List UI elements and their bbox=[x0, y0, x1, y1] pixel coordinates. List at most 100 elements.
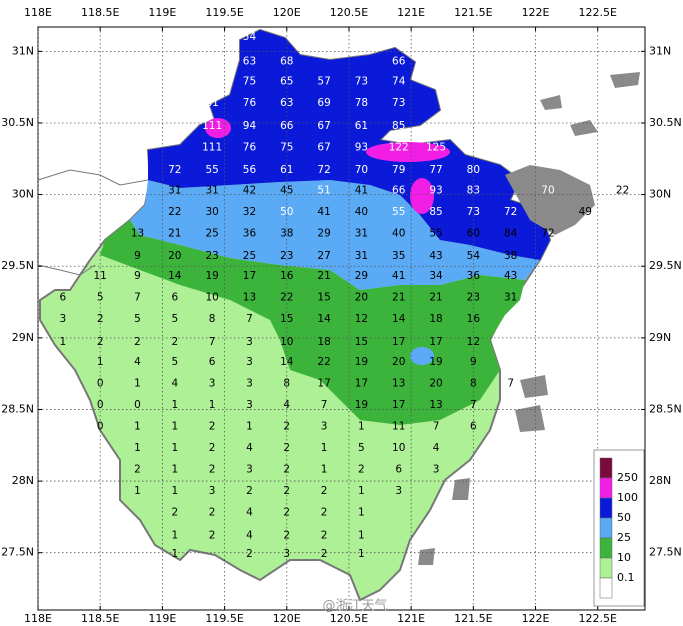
legend-label: 0.1 bbox=[617, 571, 635, 584]
station-value: 10 bbox=[280, 336, 293, 348]
station-value: 2 bbox=[321, 485, 328, 497]
x-tick-label: 122E bbox=[522, 6, 550, 19]
station-value: 20 bbox=[392, 356, 405, 368]
station-value: 66 bbox=[392, 55, 406, 67]
station-value: 68 bbox=[280, 55, 293, 67]
zone-50 bbox=[148, 30, 550, 260]
station-value: 5 bbox=[358, 442, 365, 454]
border-line bbox=[37, 264, 96, 276]
station-value: 23 bbox=[205, 250, 218, 262]
station-value: 65 bbox=[280, 75, 293, 87]
station-value: 7 bbox=[209, 336, 216, 348]
x-tick-label: 121.5E bbox=[454, 6, 492, 19]
station-value: 31 bbox=[355, 250, 368, 262]
station-value: 2 bbox=[283, 421, 290, 433]
station-value: 43 bbox=[429, 250, 442, 262]
station-value: 3 bbox=[395, 485, 402, 497]
station-value: 1 bbox=[321, 442, 328, 454]
station-value: 29 bbox=[317, 227, 330, 239]
station-value: 21 bbox=[429, 292, 442, 304]
station-value: 1 bbox=[134, 442, 141, 454]
station-value: 11 bbox=[94, 270, 107, 282]
island bbox=[570, 120, 598, 136]
station-value: 5 bbox=[171, 356, 178, 368]
station-value: 72 bbox=[168, 164, 181, 176]
station-value: 54 bbox=[467, 250, 481, 262]
station-value: 2 bbox=[321, 548, 328, 560]
station-value: 41 bbox=[317, 206, 330, 218]
station-value: 31 bbox=[504, 292, 517, 304]
station-value: 17 bbox=[429, 336, 442, 348]
island bbox=[452, 478, 470, 500]
station-value: 6 bbox=[470, 421, 477, 433]
station-value: 2 bbox=[321, 530, 328, 542]
station-value: 78 bbox=[355, 97, 368, 109]
station-value: 6 bbox=[171, 292, 178, 304]
station-value: 67 bbox=[317, 120, 330, 132]
station-value: 38 bbox=[504, 250, 517, 262]
legend-swatch bbox=[599, 477, 613, 499]
x-tick-label: 121.5E bbox=[454, 612, 492, 625]
y-tick-label: 30.5N bbox=[1, 116, 34, 129]
station-value: 125 bbox=[426, 141, 446, 153]
station-value: 4 bbox=[246, 507, 253, 519]
legend-swatch bbox=[599, 557, 613, 579]
station-value: 76 bbox=[243, 97, 257, 109]
legend: 250 100 50 25 10 0.1 bbox=[593, 449, 645, 607]
station-value: 2 bbox=[209, 530, 216, 542]
island bbox=[520, 375, 548, 398]
station-value: 3 bbox=[246, 464, 253, 476]
x-tick-label: 118E bbox=[24, 612, 52, 625]
station-value: 19 bbox=[205, 270, 218, 282]
station-value: 2 bbox=[246, 485, 253, 497]
station-value: 17 bbox=[392, 399, 405, 411]
station-value: 2 bbox=[283, 530, 290, 542]
station-value: 3 bbox=[283, 548, 290, 560]
station-value: 30 bbox=[205, 206, 218, 218]
x-tick-label: 122E bbox=[522, 612, 550, 625]
station-value: 4 bbox=[246, 530, 253, 542]
station-value: 22 bbox=[317, 356, 330, 368]
station-value: 7 bbox=[321, 399, 328, 411]
station-value: 1 bbox=[171, 442, 178, 454]
zone-10 bbox=[100, 220, 525, 425]
station-value: 40 bbox=[355, 206, 368, 218]
y-tick-label: 31N bbox=[649, 44, 671, 57]
station-value: 43 bbox=[504, 270, 517, 282]
station-value: 22 bbox=[168, 206, 181, 218]
station-value: 2 bbox=[283, 507, 290, 519]
station-value: 85 bbox=[429, 206, 442, 218]
station-value: 69 bbox=[317, 97, 330, 109]
x-tick-label: 120E bbox=[273, 612, 301, 625]
station-value: 22 bbox=[616, 184, 629, 196]
station-value: 7 bbox=[246, 313, 253, 325]
zones bbox=[37, 28, 640, 602]
x-tick-label: 120.5E bbox=[330, 612, 368, 625]
station-value: 16 bbox=[280, 270, 294, 282]
station-value: 1 bbox=[134, 378, 141, 390]
station-value: 72 bbox=[504, 206, 517, 218]
station-value: 93 bbox=[429, 184, 442, 196]
zone-25 bbox=[130, 180, 540, 290]
station-value: 1 bbox=[60, 336, 67, 348]
station-value: 36 bbox=[243, 227, 257, 239]
legend-label: 100 bbox=[617, 491, 638, 504]
station-value: 12 bbox=[467, 336, 480, 348]
station-value: 13 bbox=[429, 399, 442, 411]
station-value: 1 bbox=[134, 421, 141, 433]
station-value: 2 bbox=[246, 548, 253, 560]
legend-swatch bbox=[599, 537, 613, 559]
station-value: 3 bbox=[246, 378, 253, 390]
x-tick-label: 118.5E bbox=[81, 612, 119, 625]
station-value: 4 bbox=[433, 442, 440, 454]
station-value: 5 bbox=[171, 313, 178, 325]
station-value: 1 bbox=[134, 485, 141, 497]
station-value: 14 bbox=[280, 356, 294, 368]
station-value: 14 bbox=[392, 313, 406, 325]
island-cluster bbox=[505, 165, 595, 235]
station-value: 85 bbox=[392, 120, 405, 132]
station-value: 42 bbox=[243, 184, 256, 196]
station-value: 3 bbox=[246, 336, 253, 348]
station-value: 79 bbox=[392, 164, 405, 176]
